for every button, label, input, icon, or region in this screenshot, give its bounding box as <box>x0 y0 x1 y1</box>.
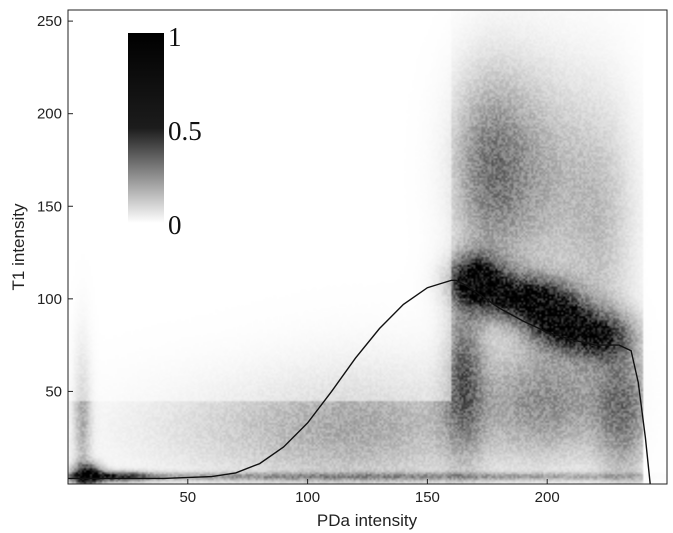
x-tick-label: 50 <box>179 489 196 506</box>
y-tick-label: 250 <box>37 13 62 30</box>
y-tick-label: 200 <box>37 106 62 123</box>
y-tick-label: 50 <box>45 383 62 400</box>
colorbar-label-max: 1 <box>168 22 182 52</box>
colorbar-label-mid: 0.5 <box>168 116 202 146</box>
plot-frame <box>67 9 668 485</box>
x-axis-label: PDa intensity <box>317 511 418 530</box>
fitted-curve <box>68 279 651 484</box>
heatmap-image <box>68 10 667 484</box>
y-tick-label: 150 <box>37 198 62 215</box>
plot-area <box>68 10 667 484</box>
x-tick-label: 150 <box>415 489 440 506</box>
colorbar: 1 0.5 0 <box>128 22 202 240</box>
colorbar-label-min: 0 <box>168 210 182 240</box>
x-axis: 50 100 150 200 <box>179 479 560 506</box>
y-axis-label: T1 intensity <box>9 203 28 290</box>
x-tick-label: 200 <box>535 489 560 506</box>
y-axis: 50 100 150 200 250 <box>37 13 73 400</box>
y-tick-label: 100 <box>37 291 62 308</box>
x-tick-label: 100 <box>295 489 320 506</box>
colorbar-gradient <box>128 33 164 223</box>
